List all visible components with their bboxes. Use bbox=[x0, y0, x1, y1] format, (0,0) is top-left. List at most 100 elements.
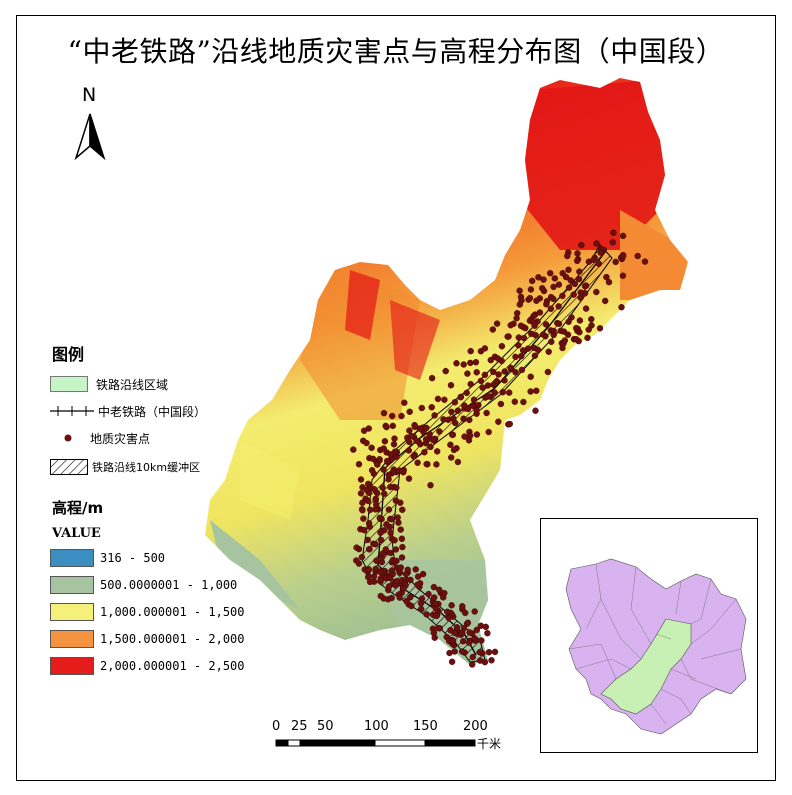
hazard-point bbox=[484, 393, 492, 400]
hazard-point bbox=[466, 629, 473, 636]
hazard-point bbox=[434, 448, 441, 455]
hazard-point bbox=[596, 325, 604, 332]
elevation-class-4: 1,500.000001 - 2,000 bbox=[50, 629, 245, 648]
hazard-point bbox=[571, 280, 579, 288]
hazard-point bbox=[506, 389, 513, 396]
hazard-point bbox=[595, 260, 602, 267]
hazard-point bbox=[495, 371, 502, 378]
hazard-point bbox=[544, 368, 552, 376]
hazard-point bbox=[570, 291, 577, 298]
hazard-point bbox=[533, 387, 540, 394]
hazard-point bbox=[564, 331, 572, 338]
hazard-point bbox=[597, 249, 604, 256]
hazard-point bbox=[555, 281, 563, 288]
hatch-swatch-icon bbox=[50, 459, 88, 475]
scale-tick-label: 200 bbox=[463, 719, 488, 734]
hazard-point bbox=[465, 437, 473, 444]
hazard-point bbox=[373, 501, 380, 508]
hazard-point bbox=[389, 412, 396, 420]
hazard-point bbox=[399, 543, 406, 551]
inset-province-map bbox=[565, 558, 747, 735]
hazard-point bbox=[372, 565, 379, 573]
hazard-point bbox=[414, 573, 422, 580]
hazard-point bbox=[451, 399, 459, 406]
hazard-point bbox=[421, 449, 428, 456]
legend-label: 中老铁路（中国段） bbox=[98, 404, 207, 419]
elevation-label: 2,000.000001 - 2,500 bbox=[100, 658, 245, 673]
hazard-point bbox=[377, 529, 384, 536]
hazard-point bbox=[574, 257, 581, 265]
hazard-point bbox=[381, 490, 388, 497]
hazard-point bbox=[527, 373, 534, 380]
hazard-point bbox=[488, 657, 495, 664]
hazard-point bbox=[393, 484, 400, 491]
hazard-point bbox=[559, 344, 566, 352]
legend-item-railway: 中老铁路（中国段） bbox=[50, 402, 206, 420]
hazard-point bbox=[516, 287, 523, 294]
hazard-point bbox=[361, 526, 368, 534]
hazard-point bbox=[518, 352, 525, 360]
hazard-point bbox=[454, 458, 462, 466]
hazard-point bbox=[515, 342, 522, 349]
hazard-point bbox=[481, 371, 489, 379]
hazard-point bbox=[383, 521, 390, 528]
hazard-point bbox=[418, 605, 425, 613]
hazard-point bbox=[405, 475, 413, 482]
hazard-point bbox=[550, 295, 557, 303]
hazard-point bbox=[559, 270, 566, 277]
hazard-point bbox=[490, 368, 497, 376]
hazard-point bbox=[473, 407, 480, 414]
hazard-point bbox=[399, 467, 406, 475]
hazard-point bbox=[535, 274, 542, 281]
hazard-point bbox=[532, 332, 539, 339]
hazard-point bbox=[619, 272, 627, 279]
hazard-point bbox=[485, 428, 492, 436]
hazard-point bbox=[469, 653, 476, 661]
hazard-point bbox=[448, 454, 455, 461]
hazard-point bbox=[353, 557, 360, 564]
hazard-point bbox=[459, 648, 466, 655]
hazard-point bbox=[387, 549, 394, 557]
hazard-point bbox=[365, 573, 372, 581]
hazard-point bbox=[567, 277, 574, 284]
hazard-point bbox=[433, 461, 440, 468]
elevation-label: 316 - 500 bbox=[100, 550, 166, 565]
hazard-point bbox=[447, 627, 454, 634]
hazard-point bbox=[459, 603, 466, 610]
hazard-point bbox=[377, 592, 384, 600]
hazard-point bbox=[551, 275, 558, 282]
hazard-point bbox=[489, 326, 496, 333]
hazard-point bbox=[481, 658, 489, 666]
scale-unit: 千米 bbox=[477, 737, 502, 751]
hazard-point bbox=[467, 359, 474, 367]
hazard-point bbox=[634, 252, 641, 260]
hazard-point bbox=[529, 277, 536, 285]
hazard-point bbox=[526, 294, 534, 302]
hazard-point bbox=[471, 635, 478, 642]
hazard-point bbox=[363, 486, 370, 494]
hazard-point bbox=[374, 461, 381, 468]
elevation-class-3: 1,000.000001 - 1,500 bbox=[50, 602, 245, 621]
hazard-point bbox=[391, 537, 398, 544]
hazard-point bbox=[460, 638, 467, 645]
hazard-point bbox=[385, 471, 392, 479]
scale-tick-label: 150 bbox=[413, 719, 438, 734]
hazard-point bbox=[405, 447, 412, 454]
hazard-point bbox=[543, 301, 550, 308]
scale-tick-label: 0 bbox=[272, 719, 281, 734]
hazard-point bbox=[453, 360, 460, 367]
hazard-point bbox=[412, 566, 419, 573]
hazard-point bbox=[462, 609, 469, 617]
hazard-point bbox=[565, 318, 572, 325]
hazard-point bbox=[365, 480, 372, 488]
hazard-point bbox=[512, 369, 519, 376]
hazard-point bbox=[380, 466, 387, 473]
hazard-point bbox=[377, 569, 384, 576]
hazard-point bbox=[477, 622, 485, 629]
scale-tick-label: 100 bbox=[364, 719, 389, 734]
hazard-point bbox=[369, 455, 377, 463]
hazard-point bbox=[603, 273, 610, 281]
hazard-point bbox=[527, 388, 534, 395]
hazard-point bbox=[379, 550, 386, 557]
hazard-point bbox=[547, 270, 554, 277]
